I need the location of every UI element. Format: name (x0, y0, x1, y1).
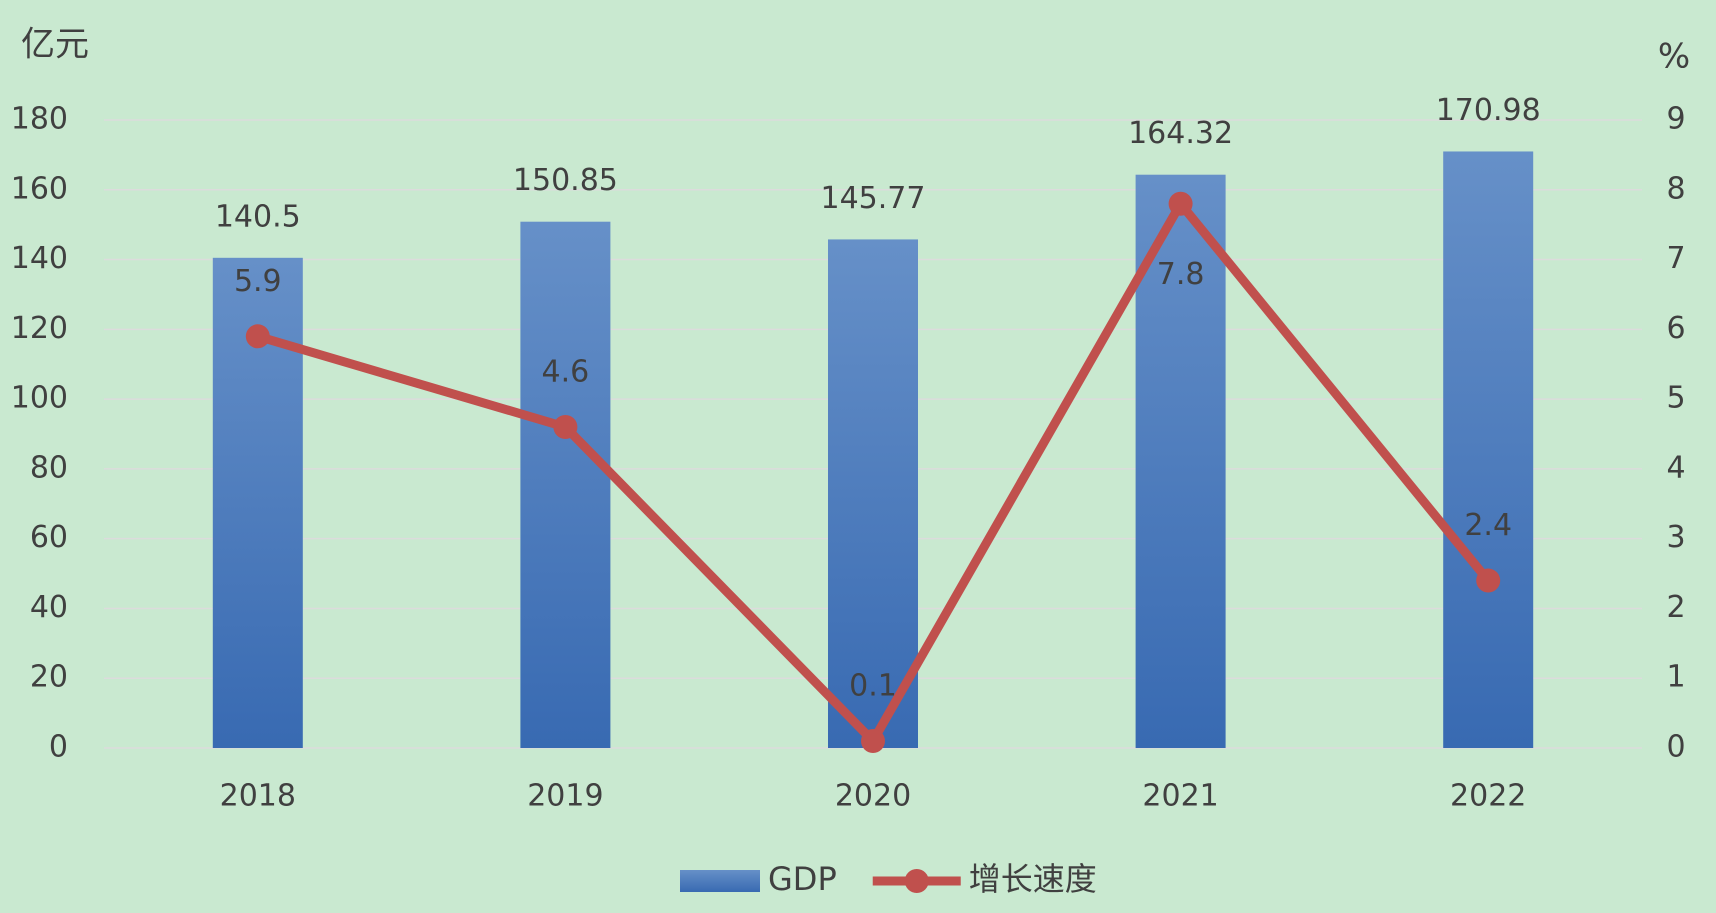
x-tick-label: 2018 (220, 779, 296, 814)
line-value-label: 2.4 (1464, 508, 1512, 543)
bar-value-label: 145.77 (821, 181, 926, 216)
y2-tick-label: 4 (1666, 450, 1685, 485)
y-tick-label: 180 (11, 102, 68, 137)
line-marker (245, 324, 270, 349)
x-tick-label: 2022 (1450, 779, 1526, 814)
y-tick-label: 80 (30, 450, 68, 485)
y2-tick-label: 2 (1666, 590, 1685, 625)
y-axis-label: 亿元 (21, 25, 89, 65)
y-tick-label: 60 (30, 520, 68, 555)
bar (1443, 151, 1534, 748)
y2-tick-label: 5 (1666, 381, 1685, 416)
bar-value-label: 140.5 (215, 199, 301, 234)
x-tick-label: 2019 (527, 779, 603, 814)
x-tick-label: 2021 (1142, 779, 1218, 814)
bar (828, 239, 918, 748)
x-tick-label: 2020 (835, 779, 911, 814)
y-tick-label: 160 (11, 171, 68, 206)
line-value-label: 4.6 (542, 355, 590, 390)
y2-axis-label: % (1658, 37, 1690, 77)
y-tick-label: 20 (30, 660, 68, 695)
y2-tick-label: 1 (1666, 660, 1685, 695)
bar-value-label: 150.85 (513, 163, 618, 198)
line-marker (1168, 191, 1193, 216)
y-tick-label: 0 (49, 730, 68, 765)
y2-tick-label: 7 (1666, 241, 1685, 276)
legend-swatch (680, 870, 760, 892)
y2-tick-label: 8 (1666, 171, 1685, 206)
line-value-label: 5.9 (234, 264, 282, 299)
y-tick-label: 40 (30, 590, 68, 625)
y-tick-label: 140 (11, 241, 68, 276)
line-value-label: 0.1 (849, 669, 897, 704)
y-tick-label: 100 (11, 381, 68, 416)
y2-tick-label: 9 (1666, 102, 1685, 137)
legend-label: GDP (768, 860, 837, 898)
y-tick-label: 120 (11, 311, 68, 346)
legend-label: 增长速度 (969, 860, 1097, 898)
y2-tick-label: 0 (1666, 730, 1685, 765)
y2-tick-label: 6 (1666, 311, 1685, 346)
legend-swatch-marker (904, 869, 929, 893)
line-marker (553, 415, 578, 440)
bar (520, 221, 611, 748)
bar (1135, 174, 1226, 748)
bar-value-label: 164.32 (1128, 116, 1233, 151)
y2-tick-label: 3 (1666, 520, 1685, 555)
line-marker (861, 729, 885, 754)
line-value-label: 7.8 (1157, 257, 1205, 292)
bar-value-label: 170.98 (1436, 93, 1541, 128)
line-marker (1476, 568, 1501, 593)
